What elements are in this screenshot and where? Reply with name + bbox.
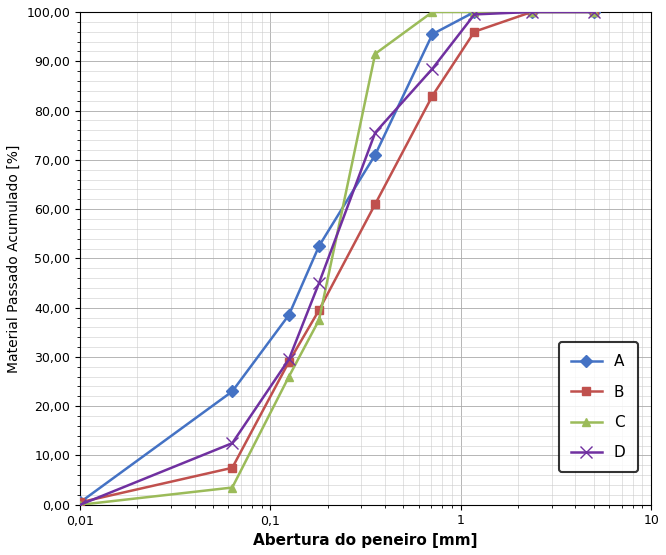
C [228,484,236,491]
B [371,201,379,208]
C [315,317,323,324]
B [285,359,293,365]
Line: D: D [75,7,599,511]
D [315,280,323,286]
C [590,9,598,16]
C [527,9,535,16]
A [228,388,236,395]
D [527,9,535,16]
A [470,9,478,16]
A [285,312,293,319]
C [371,51,379,57]
B [228,465,236,471]
Y-axis label: Material Passado Acumulado [%]: Material Passado Acumulado [%] [7,144,21,372]
C [428,9,436,16]
D [76,502,84,508]
D [285,356,293,363]
C [470,9,478,16]
A [590,9,598,16]
D [228,440,236,447]
D [428,65,436,72]
B [428,92,436,99]
A [371,152,379,158]
A [315,243,323,249]
D [470,11,478,18]
B [470,28,478,35]
Line: B: B [76,8,598,507]
C [285,374,293,380]
D [590,9,598,16]
D [371,129,379,136]
B [527,9,535,16]
Line: C: C [76,8,598,509]
B [590,9,598,16]
Legend: A, B, C, D: A, B, C, D [559,342,638,472]
X-axis label: Abertura do peneiro [mm]: Abertura do peneiro [mm] [253,533,478,548]
A [76,499,84,506]
B [76,499,84,506]
A [527,9,535,16]
B [315,307,323,314]
A [428,31,436,37]
Line: A: A [76,8,598,507]
C [76,502,84,508]
